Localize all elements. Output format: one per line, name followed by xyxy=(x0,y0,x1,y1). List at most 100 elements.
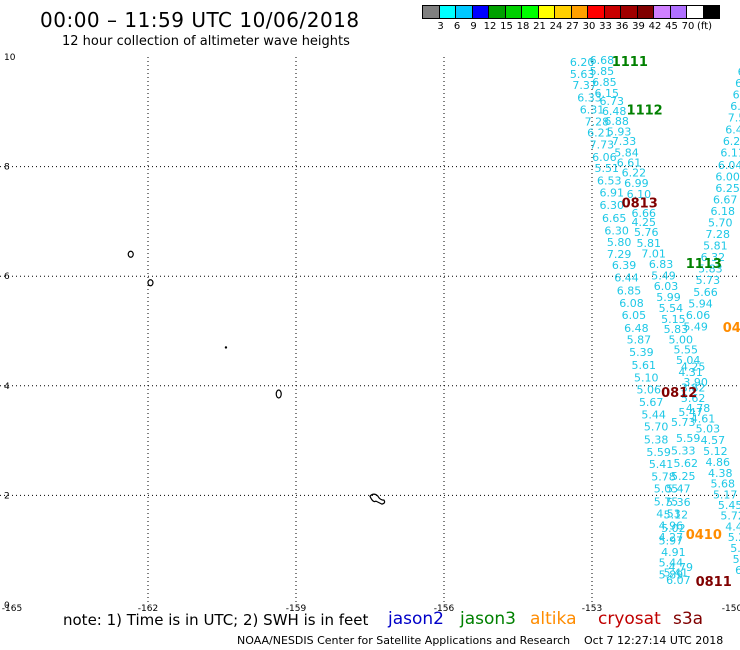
wave-height-label: 4.38 xyxy=(708,467,733,480)
wave-height-label: 5.99 xyxy=(656,291,681,304)
wave-height-label: 5.03 xyxy=(696,422,721,435)
wave-height-label: 5.67 xyxy=(639,396,664,409)
x-tick-label: -153 xyxy=(582,604,602,614)
wave-height-label: 4.57 xyxy=(701,434,726,447)
wave-height-label: 6.67 xyxy=(713,193,738,206)
wave-height-label: 5.81 xyxy=(703,239,728,252)
wave-height-label: 5.87 xyxy=(627,334,652,347)
colorbar-label: 39 xyxy=(632,21,645,32)
wave-height-label: 5.51 xyxy=(595,162,620,175)
wave-height-label: 6.39 xyxy=(612,259,637,272)
pass-time-label: 0410 xyxy=(686,528,722,543)
pass-time-label: 1112 xyxy=(627,104,663,119)
pass-time-label: 0813 xyxy=(622,197,658,212)
wave-height-label: 5.49 xyxy=(651,269,676,282)
wave-height-label: 5.02 xyxy=(661,522,686,535)
x-tick-label: -159 xyxy=(286,604,307,614)
wave-height-label: 5.94 xyxy=(688,297,713,310)
legend-jason3: jason3 xyxy=(460,609,516,629)
x-tick-label: -165 xyxy=(2,604,22,614)
wave-height-label: 6.30 xyxy=(599,199,624,212)
wave-height-label: 6.00 xyxy=(715,170,740,183)
y-tick-label: 4 xyxy=(4,382,10,392)
wave-height-label: 6.05 xyxy=(622,309,647,322)
wave-height-label: 6.93 xyxy=(735,77,740,90)
wave-height-label: 5.73 xyxy=(696,274,721,287)
colorbar-label: 42 xyxy=(648,21,662,32)
wave-height-label: 5.85 xyxy=(590,65,615,78)
legend-altika: altika xyxy=(530,609,577,629)
wave-height-label: 6.99 xyxy=(624,177,649,190)
colorbar-label: 36 xyxy=(615,21,629,32)
wave-height-label: 5.47 xyxy=(678,406,703,419)
wave-height-label: 6.85 xyxy=(592,76,617,89)
wave-height-label: 5.80 xyxy=(607,236,632,249)
wave-height-label: 6.91 xyxy=(599,187,624,200)
colorbar xyxy=(422,5,720,19)
grid xyxy=(0,57,740,605)
wave-height-label: 6.44 xyxy=(614,272,639,285)
wave-height-label: 5.17 xyxy=(713,489,738,502)
colorbar-label: 30 xyxy=(582,21,596,32)
wave-height-label: 5.15 xyxy=(661,313,686,326)
wave-height-label: 5.62 xyxy=(681,392,706,405)
wave-height-label: 6.04 xyxy=(718,159,740,172)
wave-height-label: 6.65 xyxy=(602,212,627,225)
wave-height-label: 6.20 xyxy=(570,56,595,69)
wave-height-label: 5.00 xyxy=(669,334,694,347)
wave-height-label: 5.81 xyxy=(636,237,661,250)
wave-height-label: 6.11 xyxy=(720,147,740,160)
wave-height-label: 5.61 xyxy=(632,359,657,372)
wave-height-label: 5.52 xyxy=(730,542,740,555)
wave-height-label: 5.39 xyxy=(629,346,654,359)
island-outline xyxy=(369,493,386,505)
y-tick-label: 2 xyxy=(4,491,10,501)
x-tick-label: -156 xyxy=(434,604,455,614)
wave-height-label: 6.81 xyxy=(730,100,740,113)
colorbar-swatch xyxy=(702,5,720,19)
wave-height-label: 5.83 xyxy=(664,323,689,336)
wave-height-label: 4.86 xyxy=(706,456,731,469)
wave-height-label: 6.85 xyxy=(617,284,642,297)
y-tick-label: 6 xyxy=(4,272,10,282)
wave-height-label: 5.49 xyxy=(683,320,708,333)
wave-height-label: 4.53 xyxy=(656,507,681,520)
wave-height-label: 6.03 xyxy=(654,280,679,293)
wave-height-label: 6.08 xyxy=(619,297,644,310)
wave-height-label: 5.59 xyxy=(646,446,671,459)
wave-height-label: 7.01 xyxy=(641,248,666,261)
wave-height-label: 4.25 xyxy=(681,360,706,373)
wave-height-label: 3.90 xyxy=(683,376,708,389)
legend-cryosat: cryosat xyxy=(598,609,661,629)
wave-height-label: 6.06 xyxy=(592,151,617,164)
wave-height-label: 5.20 xyxy=(728,531,740,544)
wave-height-label: 3.82 xyxy=(681,381,706,394)
wave-height-label: 6.33 xyxy=(577,91,602,104)
wave-height-label: 4.78 xyxy=(686,402,711,415)
wave-height-label: 5.97 xyxy=(659,535,684,548)
wave-height-label: 6.73 xyxy=(599,95,624,108)
island-outline xyxy=(224,346,228,349)
colorbar-label: 24 xyxy=(549,21,563,32)
wave-height-label: 5.59 xyxy=(676,432,701,445)
wave-height-label: 4.61 xyxy=(691,413,716,426)
wave-height-label: 7.55 xyxy=(728,112,740,125)
wave-height-labels: 6.206.685.635.857.376.856.156.336.736.31… xyxy=(570,54,740,587)
y-tick-label: 0 xyxy=(4,601,10,611)
wave-height-label: 5.89 xyxy=(659,569,684,582)
legend-s3a: s3a xyxy=(673,609,704,629)
wave-height-label: 6.61 xyxy=(617,157,642,170)
wave-height-label: 5.36 xyxy=(666,496,691,509)
wave-height-label: 6.07 xyxy=(666,574,691,587)
colorbar-label: 12 xyxy=(483,21,497,32)
wave-height-label: 5.75 xyxy=(654,495,679,508)
x-tick-label: -150 xyxy=(722,604,740,614)
wave-height-label: 5.83 xyxy=(698,262,723,275)
pass-time-label: 0812 xyxy=(661,386,697,401)
legend-jason2: jason2 xyxy=(388,609,444,629)
map-subtitle: 12 hour collection of altimeter wave hei… xyxy=(62,34,350,49)
colorbar-label: 21 xyxy=(533,21,546,32)
colorbar-label: (ft) xyxy=(696,21,713,32)
wave-height-label: 5.93 xyxy=(607,125,632,138)
